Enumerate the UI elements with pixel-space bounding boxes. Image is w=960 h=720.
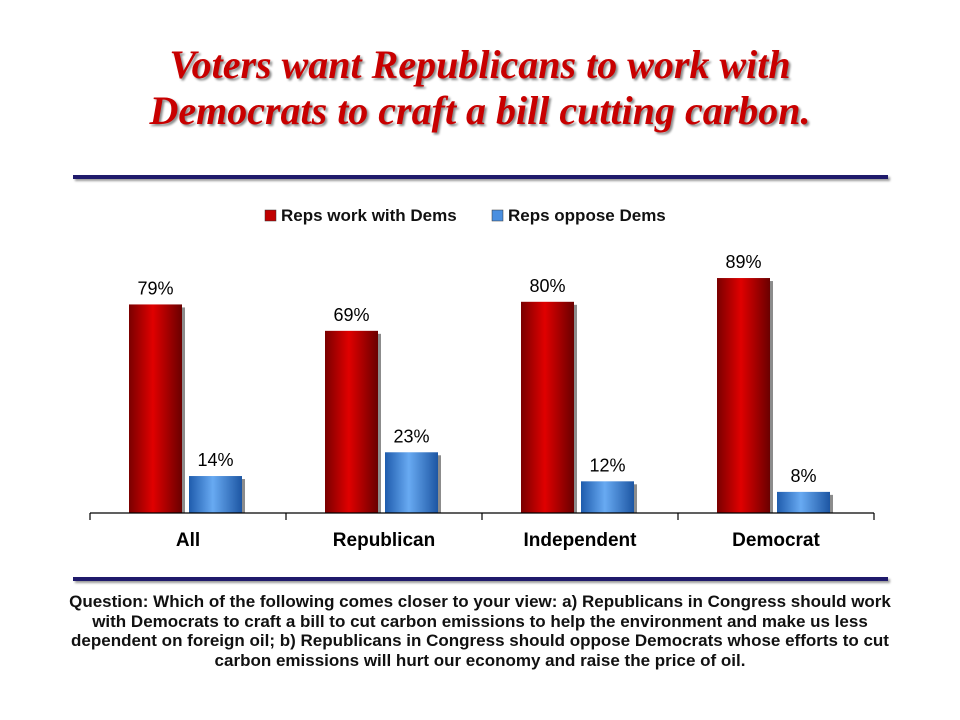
data-label: 79% bbox=[137, 278, 173, 298]
bottom-divider bbox=[73, 577, 888, 581]
data-label: 8% bbox=[790, 466, 816, 486]
data-label: 12% bbox=[589, 455, 625, 475]
bar-oppose-independent bbox=[581, 481, 634, 513]
bar-oppose-republican bbox=[385, 452, 438, 513]
bar-work-democrat bbox=[717, 278, 770, 513]
survey-question: Question: Which of the following comes c… bbox=[69, 592, 891, 670]
chart-bars: 79% 14% 69% 23% 80% 12% 89% 8% bbox=[129, 252, 833, 513]
data-label: 89% bbox=[725, 252, 761, 272]
title-line-2: Democrats to craft a bill cutting carbon… bbox=[149, 88, 811, 133]
legend-swatch-2 bbox=[491, 209, 504, 222]
x-tick-label: Independent bbox=[524, 530, 638, 551]
slide-title: Voters want Republicans to work with Dem… bbox=[60, 42, 900, 134]
data-label: 80% bbox=[529, 276, 565, 296]
data-label: 14% bbox=[197, 450, 233, 470]
x-tick-label: All bbox=[176, 530, 200, 551]
top-divider bbox=[73, 175, 888, 179]
data-label: 23% bbox=[393, 426, 429, 446]
bar-oppose-democrat bbox=[777, 491, 830, 513]
bar-work-all bbox=[129, 304, 182, 513]
x-axis: All Republican Independent Democrat bbox=[89, 512, 875, 551]
data-label: 69% bbox=[333, 305, 369, 325]
title-line-1: Voters want Republicans to work with bbox=[169, 42, 791, 87]
bar-oppose-all bbox=[189, 476, 242, 513]
legend-swatch-1 bbox=[264, 209, 277, 222]
bar-work-republican bbox=[325, 330, 378, 513]
x-tick-label: Democrat bbox=[732, 530, 820, 551]
legend-label-1: Reps work with Dems bbox=[281, 206, 457, 225]
x-tick-label: Republican bbox=[333, 530, 435, 551]
bar-work-independent bbox=[521, 301, 574, 513]
legend-label-2: Reps oppose Dems bbox=[508, 206, 666, 225]
bar-chart: Reps work with Dems Reps oppose Dems 79% 1… bbox=[89, 206, 875, 551]
chart-legend: Reps work with Dems Reps oppose Dems bbox=[264, 206, 666, 225]
